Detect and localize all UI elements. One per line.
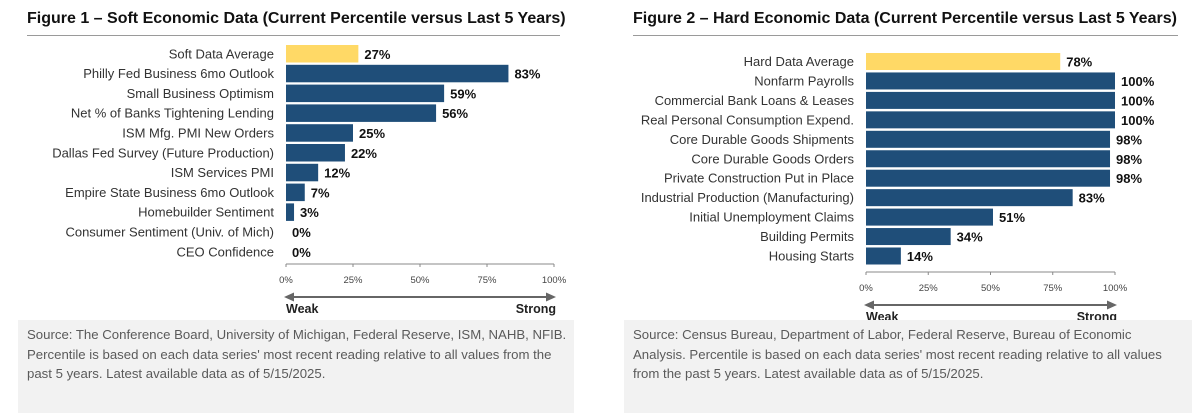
- category-label: CEO Confidence: [176, 244, 274, 259]
- title-divider: [27, 35, 560, 36]
- x-tick-label: 50%: [981, 283, 1001, 294]
- source-note: Source: Census Bureau, Department of Lab…: [633, 327, 1162, 381]
- data-label: 100%: [1121, 74, 1155, 89]
- average-bar: [866, 53, 1061, 70]
- data-bar: [866, 72, 1115, 90]
- data-bar: [286, 203, 295, 221]
- category-label: Hard Data Average: [744, 54, 854, 69]
- weak-label: Weak: [286, 302, 318, 316]
- category-label: ISM Services PMI: [171, 165, 274, 180]
- category-label: Commercial Bank Loans & Leases: [655, 93, 855, 108]
- data-bar: [866, 208, 993, 226]
- strong-label: Strong: [1077, 310, 1117, 320]
- data-label: 98%: [1116, 152, 1142, 167]
- data-bar: [866, 150, 1111, 168]
- category-label: Housing Starts: [769, 249, 855, 264]
- data-label: 12%: [324, 166, 350, 181]
- arrow-right-icon: [546, 292, 556, 302]
- category-label: Small Business Optimism: [127, 86, 274, 101]
- data-label: 0%: [292, 225, 311, 240]
- data-bar: [286, 84, 445, 103]
- data-label: 3%: [300, 205, 319, 220]
- data-bar: [866, 247, 901, 265]
- category-label: Core Durable Goods Shipments: [670, 132, 855, 147]
- data-label: 7%: [311, 185, 330, 200]
- figure-2-title: Figure 2 – Hard Economic Data (Current P…: [633, 10, 1177, 27]
- data-bar: [286, 144, 345, 162]
- category-label: Building Permits: [760, 229, 854, 244]
- soft-data-panel: Figure 1 – Soft Economic Data (Current P…: [0, 0, 582, 413]
- data-label: 83%: [514, 67, 540, 82]
- category-label: Dallas Fed Survey (Future Production): [52, 145, 274, 160]
- source-note: Source: The Conference Board, University…: [27, 327, 567, 381]
- arrow-left-icon: [864, 300, 874, 310]
- data-label: 0%: [292, 245, 311, 260]
- data-label: 22%: [351, 146, 377, 161]
- data-bar: [286, 183, 305, 202]
- data-label: 78%: [1066, 55, 1092, 70]
- x-tick-label: 75%: [1043, 283, 1063, 294]
- hard-data-panel: Figure 2 – Hard Economic Data (Current P…: [606, 0, 1200, 413]
- data-label: 98%: [1116, 132, 1142, 147]
- data-bar: [866, 130, 1111, 148]
- x-tick-label: 100%: [1103, 283, 1128, 294]
- category-label: Net % of Banks Tightening Lending: [71, 106, 274, 121]
- source-note-box: Source: Census Bureau, Department of Lab…: [624, 320, 1192, 413]
- x-tick-label: 0%: [859, 283, 873, 294]
- data-label: 100%: [1121, 93, 1155, 108]
- hard-data-bar-chart: Hard Data Average 78% Nonfarm Payrolls 100%…: [641, 53, 1155, 320]
- data-label: 27%: [364, 47, 390, 62]
- x-tick-label: 100%: [542, 275, 567, 286]
- data-bar: [866, 228, 951, 246]
- category-label: Real Personal Consumption Expend.: [641, 112, 854, 127]
- data-bar: [866, 111, 1115, 129]
- category-label: Soft Data Average: [169, 46, 274, 61]
- title-divider: [633, 35, 1178, 36]
- category-label: ISM Mfg. PMI New Orders: [122, 125, 274, 140]
- data-label: 51%: [999, 210, 1025, 225]
- arrow-left-icon: [284, 292, 294, 302]
- data-bar: [866, 91, 1115, 109]
- category-label: Homebuilder Sentiment: [138, 205, 274, 220]
- category-label: Core Durable Goods Orders: [691, 151, 854, 166]
- x-tick-label: 75%: [477, 275, 497, 286]
- source-note-box: Source: The Conference Board, University…: [18, 320, 574, 413]
- category-label: Nonfarm Payrolls: [754, 73, 854, 88]
- data-label: 98%: [1116, 171, 1142, 186]
- average-bar: [286, 45, 359, 63]
- strong-label: Strong: [516, 302, 556, 316]
- data-label: 100%: [1121, 113, 1155, 128]
- x-tick-label: 25%: [919, 283, 939, 294]
- figure-1-title: Figure 1 – Soft Economic Data (Current P…: [27, 10, 566, 27]
- data-label: 25%: [359, 126, 385, 141]
- category-label: Philly Fed Business 6mo Outlook: [83, 66, 274, 81]
- x-tick-label: 50%: [410, 275, 430, 286]
- weak-label: Weak: [866, 310, 898, 320]
- data-label: 59%: [450, 86, 476, 101]
- soft-data-bar-chart: Soft Data Average 27% Philly Fed Business …: [52, 45, 567, 316]
- category-label: Empire State Business 6mo Outlook: [65, 185, 274, 200]
- category-label: Consumer Sentiment (Univ. of Mich): [65, 224, 274, 239]
- data-bar: [866, 169, 1111, 187]
- data-label: 83%: [1079, 191, 1105, 206]
- data-bar: [286, 64, 509, 83]
- data-label: 34%: [957, 230, 983, 245]
- x-tick-label: 25%: [343, 275, 363, 286]
- data-label: 56%: [442, 106, 468, 121]
- x-tick-label: 0%: [279, 275, 293, 286]
- data-bar: [286, 163, 319, 182]
- data-label: 14%: [907, 249, 933, 264]
- category-label: Initial Unemployment Claims: [689, 210, 854, 225]
- data-bar: [286, 104, 437, 122]
- category-label: Industrial Production (Manufacturing): [641, 190, 854, 205]
- category-label: Private Construction Put in Place: [664, 171, 854, 186]
- arrow-right-icon: [1107, 300, 1117, 310]
- data-bar: [286, 124, 353, 142]
- data-bar: [866, 189, 1073, 207]
